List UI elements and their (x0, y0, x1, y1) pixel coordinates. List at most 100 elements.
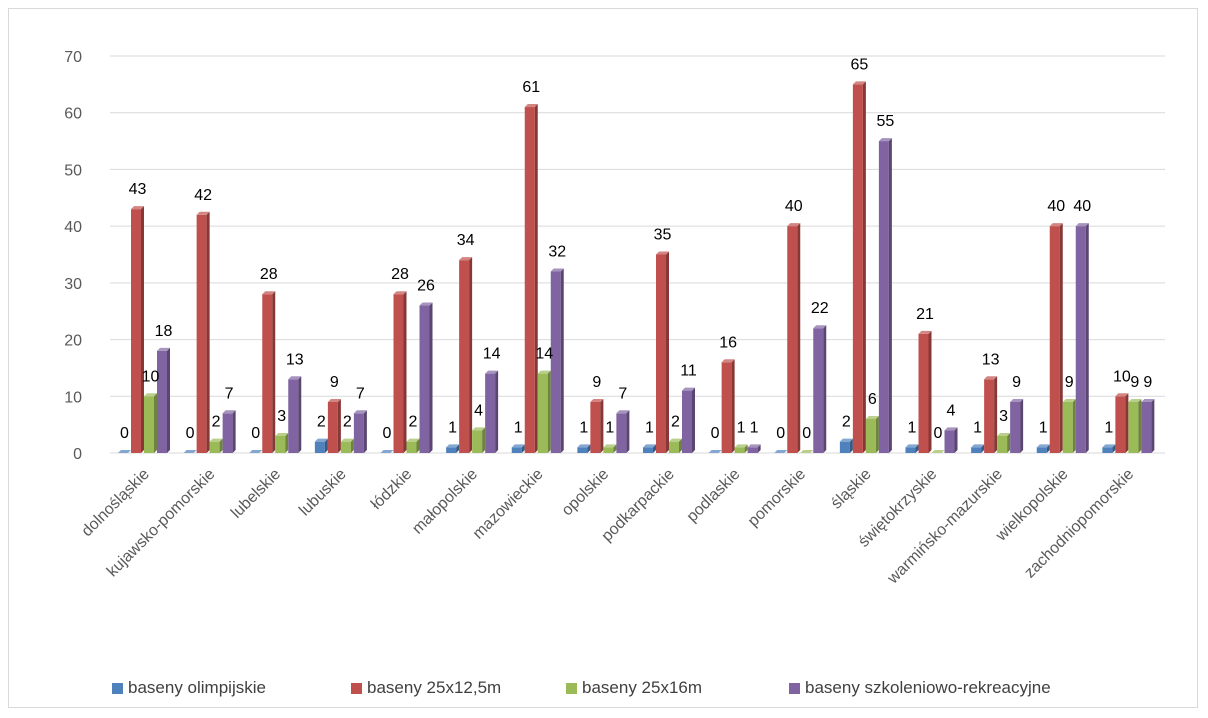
bar-top (1036, 444, 1050, 448)
bar-front (1128, 401, 1139, 453)
legend-item-olimpijskie: baseny olimpijskie (112, 677, 266, 699)
bar (1075, 223, 1089, 453)
bar-side (469, 257, 473, 453)
bar (550, 268, 564, 453)
bar-side (626, 410, 630, 453)
bar-top (118, 450, 131, 453)
bar-side (679, 438, 682, 453)
bar-side (1085, 223, 1089, 453)
bar-top (984, 376, 998, 380)
bar (944, 427, 958, 453)
bar (485, 370, 499, 453)
data-label: 1 (645, 419, 654, 436)
data-label: 65 (850, 56, 868, 73)
data-label: 7 (225, 385, 234, 402)
bar (734, 444, 748, 453)
bar-top (774, 450, 788, 453)
bar-top (222, 410, 236, 414)
bar-side (1059, 223, 1063, 453)
bar (918, 330, 932, 453)
bar (537, 370, 551, 453)
bar-front (944, 430, 955, 453)
data-label: 9 (1130, 374, 1139, 391)
bar-side (954, 427, 958, 453)
bar (1036, 444, 1050, 453)
y-tick-label: 60 (64, 106, 82, 123)
y-tick-label: 0 (73, 446, 82, 463)
bar-side (154, 393, 157, 453)
data-label: 10 (142, 368, 160, 385)
data-label: 14 (535, 346, 553, 363)
bar-top (643, 444, 656, 448)
bar-side (1112, 444, 1116, 453)
bar-front (656, 254, 666, 453)
bar-top (485, 370, 499, 374)
bar-side (403, 291, 407, 453)
x-tick-label: warmińsko-mazurskie (884, 466, 1006, 588)
data-label: 26 (417, 278, 435, 295)
bar (1062, 398, 1076, 453)
bar (1102, 444, 1116, 453)
bar-side (285, 432, 289, 453)
bar (288, 376, 302, 453)
bar (380, 450, 394, 453)
bar-front (721, 362, 732, 453)
bar-top (734, 444, 748, 448)
bar-top (353, 410, 367, 414)
bar-front (1075, 226, 1086, 453)
bar-front (1049, 226, 1060, 453)
bar (511, 444, 525, 453)
data-label: 1 (1039, 419, 1048, 436)
data-label: 6 (868, 391, 877, 408)
data-label: 0 (251, 425, 260, 442)
bar-front (524, 107, 535, 454)
bar-front (275, 435, 286, 453)
bar (524, 104, 538, 454)
bar-side (1151, 398, 1155, 453)
bar (459, 257, 473, 453)
bar-front (839, 441, 850, 453)
bar (183, 450, 197, 453)
data-label: 2 (409, 414, 418, 431)
data-label: 55 (876, 113, 894, 130)
bar-side (206, 211, 210, 453)
data-label: 1 (750, 419, 759, 436)
bar (196, 211, 210, 453)
bar-top (852, 81, 866, 85)
bar-top (314, 438, 328, 442)
bar-top (537, 370, 551, 374)
x-tick-label: opolskie (559, 466, 613, 520)
bar-front (157, 350, 167, 453)
y-tick-label: 70 (64, 49, 82, 66)
legend-label: baseny 25x12,5m (367, 678, 502, 697)
bar-top (590, 398, 604, 402)
bar-front (682, 390, 692, 453)
bar (669, 438, 682, 453)
legend-swatch (351, 682, 362, 694)
x-tick-label: lubuskie (296, 466, 350, 520)
data-label: 1 (1104, 419, 1113, 436)
y-axis: 0 10 20 30 40 50 60 70 (64, 49, 82, 463)
bar (222, 410, 236, 453)
bar (747, 444, 761, 453)
bar-top (1141, 398, 1155, 402)
bar-side (560, 268, 564, 453)
bar-top (288, 376, 302, 380)
bar (997, 432, 1011, 453)
data-label: 4 (474, 402, 483, 419)
data-label: 32 (548, 244, 566, 261)
x-tick-label: podlaskie (684, 466, 744, 526)
bar (262, 291, 276, 453)
data-label: 9 (330, 374, 339, 391)
bar (878, 138, 892, 454)
bar-front (340, 441, 351, 453)
bar-front (577, 447, 588, 453)
y-tick-label: 10 (64, 389, 82, 406)
bar-side (141, 206, 144, 453)
bar-top (997, 432, 1011, 436)
bar-front (288, 379, 299, 453)
bar (1049, 223, 1063, 453)
bar-front (485, 373, 496, 453)
bar-top (340, 438, 354, 442)
